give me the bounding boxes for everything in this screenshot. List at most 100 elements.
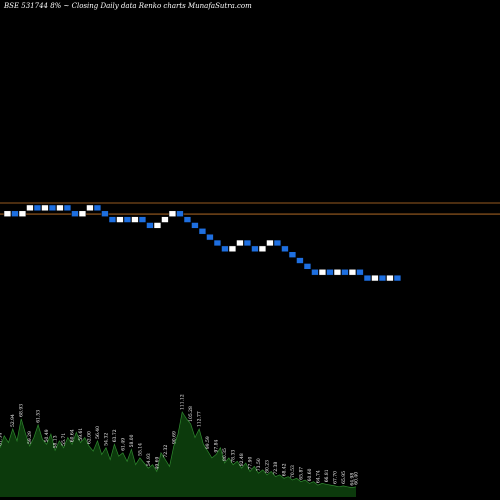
volume-label: 78.33 xyxy=(231,450,237,463)
volume-label: 82.48 xyxy=(239,453,245,466)
volume-label: 65.95 xyxy=(341,471,347,484)
renko-bricks xyxy=(3,204,402,282)
renko-brick-down xyxy=(108,216,117,223)
renko-brick-up xyxy=(318,269,327,276)
renko-brick-up xyxy=(258,245,267,252)
renko-brick-up xyxy=(116,216,124,223)
volume-area xyxy=(0,411,357,497)
volume-label: 61.49 xyxy=(120,438,126,451)
volume-label: 73.50 xyxy=(256,458,262,471)
volume-label: 50.49 xyxy=(44,429,50,442)
volume-label: 54.32 xyxy=(104,433,110,446)
renko-brick-up xyxy=(348,269,357,276)
volume-label: 65.87 xyxy=(298,467,304,480)
renko-brick-up xyxy=(78,210,87,217)
volume-label: 58.13 xyxy=(53,435,59,448)
volume-label: 60.64 xyxy=(70,429,76,442)
renko-brick-down xyxy=(273,239,282,247)
volume-label: 49.69 xyxy=(154,456,160,469)
volume-label: 112.77 xyxy=(197,411,203,427)
volume-label: 72.32 xyxy=(163,445,169,458)
volume-label: 80.35 xyxy=(222,448,228,461)
volume-label: 62.00 xyxy=(87,431,93,444)
chart-title: BSE 531744 8% ~ Closing Daily data Renko… xyxy=(4,2,252,10)
volume-label: 68.42 xyxy=(282,463,288,476)
renko-brick-down xyxy=(243,239,252,247)
volume-label: 55.71 xyxy=(61,433,67,446)
renko-brick-up xyxy=(168,210,177,217)
renko-brick-up xyxy=(386,274,394,282)
volume-label: 63.72 xyxy=(112,429,118,442)
volume-label: 60.60 xyxy=(307,468,313,481)
renko-brick-down xyxy=(296,257,304,264)
renko-brick-up xyxy=(266,239,274,247)
renko-brick-down xyxy=(356,269,364,276)
renko-brick-down xyxy=(393,274,402,282)
renko-brick-down xyxy=(71,210,79,217)
volume-label: 97.84 xyxy=(214,439,220,452)
renko-brick-up xyxy=(18,210,27,217)
renko-brick-down xyxy=(326,269,334,276)
volume-label: 56.40 xyxy=(95,426,101,439)
volume-label: 72.38 xyxy=(273,462,279,475)
renko-brick-down xyxy=(191,222,199,229)
renko-brick-down xyxy=(288,251,297,258)
renko-brick-down xyxy=(33,204,42,212)
volume-label: 64.74 xyxy=(315,470,321,483)
renko-brick-up xyxy=(333,269,342,276)
renko-brick-down xyxy=(11,210,19,217)
renko-brick-down xyxy=(198,228,207,235)
renko-brick-up xyxy=(41,204,49,212)
volume-label: 111.12 xyxy=(180,394,186,410)
renko-brick-up xyxy=(3,210,12,217)
renko-brick-down xyxy=(378,274,387,282)
volume-label: 80.23 xyxy=(265,460,271,473)
volume-label: 67.70 xyxy=(332,471,338,484)
renko-brick-up xyxy=(131,216,139,223)
volume-label: 64.98 xyxy=(349,473,355,486)
volume-label: 55.14 xyxy=(137,443,143,456)
renko-brick-down xyxy=(176,210,184,217)
volume-label: 105.28 xyxy=(188,406,194,422)
renko-brick-up xyxy=(236,239,244,247)
volume-edge xyxy=(0,411,357,488)
renko-brick-down xyxy=(213,239,222,247)
volume-label: 58.00 xyxy=(129,434,135,447)
renko-brick-down xyxy=(183,216,192,223)
volume-label: 66.81 xyxy=(324,469,330,482)
volume-label: 68.93 xyxy=(19,404,25,417)
volume-label: 61.34 xyxy=(0,433,4,446)
renko-brick-down xyxy=(341,269,349,276)
volume-label: 54.93 xyxy=(146,453,152,466)
volume-label: 70.53 xyxy=(290,465,296,478)
renko-brick-down xyxy=(251,245,259,252)
renko-brick-up xyxy=(153,222,162,229)
volume-label: 60.40 xyxy=(354,472,360,485)
renko-brick-down xyxy=(206,233,214,241)
renko-brick-down xyxy=(303,263,312,270)
renko-brick-down xyxy=(123,216,132,223)
renko-brick-down xyxy=(63,204,72,212)
renko-brick-up xyxy=(228,245,237,252)
volume-label: 59.61 xyxy=(78,428,84,441)
renko-brick-down xyxy=(281,245,289,252)
renko-brick-up xyxy=(371,274,379,282)
renko-brick-down xyxy=(363,274,372,282)
renko-brick-down xyxy=(101,210,109,217)
renko-brick-up xyxy=(56,204,64,212)
renko-brick-down xyxy=(221,245,229,252)
renko-brick-down xyxy=(93,204,102,212)
renko-brick-down xyxy=(146,222,154,229)
volume-label: 59.29 xyxy=(27,431,33,444)
renko-brick-up xyxy=(86,204,94,212)
renko-brick-up xyxy=(26,204,34,212)
volume-label: 52.94 xyxy=(10,414,16,427)
renko-brick-down xyxy=(138,216,147,223)
volume-label: 61.53 xyxy=(36,410,42,423)
volume-label: 90.69 xyxy=(171,431,177,444)
renko-brick-up xyxy=(161,216,169,223)
renko-brick-down xyxy=(311,269,319,276)
volume-label: 99.59 xyxy=(205,436,211,449)
